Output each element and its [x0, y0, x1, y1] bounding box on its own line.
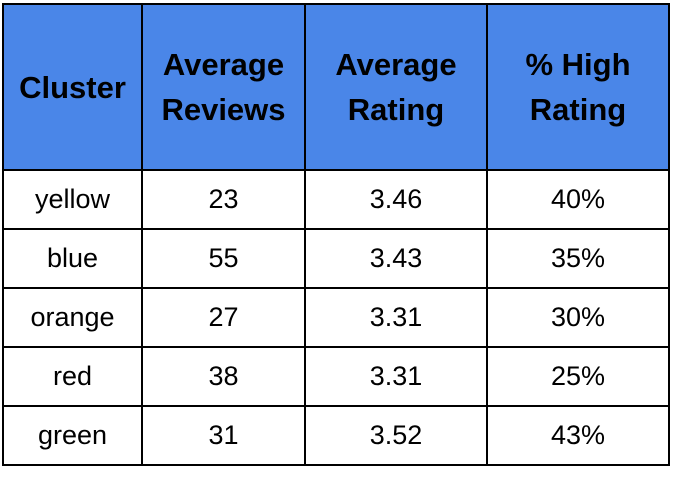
- header-percent-high-rating-line2: Rating: [529, 92, 627, 127]
- cell-percent-high-rating: 40%: [486, 169, 670, 230]
- cell-average-reviews: 55: [141, 228, 306, 289]
- cell-average-rating: 3.52: [304, 405, 488, 466]
- cell-average-reviews: 31: [141, 405, 306, 466]
- cell-percent-high-rating: 43%: [486, 405, 670, 466]
- table-row: blue 55 3.43 35%: [2, 228, 670, 289]
- cell-cluster: blue: [2, 228, 143, 289]
- cell-average-reviews: 38: [141, 346, 306, 407]
- cell-average-rating: 3.31: [304, 287, 488, 348]
- table-row: orange 27 3.31 30%: [2, 287, 670, 348]
- cell-average-rating: 3.43: [304, 228, 488, 289]
- header-average-rating-line1: Average: [335, 47, 457, 82]
- cell-average-reviews: 23: [141, 169, 306, 230]
- table-row: red 38 3.31 25%: [2, 346, 670, 407]
- cell-percent-high-rating: 35%: [486, 228, 670, 289]
- cell-cluster: yellow: [2, 169, 143, 230]
- header-average-rating-line2: Rating: [347, 92, 445, 127]
- cluster-summary-table: Cluster Average Reviews Average Rating % H…: [2, 3, 670, 466]
- cell-average-rating: 3.31: [304, 346, 488, 407]
- cell-percent-high-rating: 25%: [486, 346, 670, 407]
- table-row: green 31 3.52 43%: [2, 405, 670, 466]
- header-average-reviews: Average Reviews: [141, 3, 306, 171]
- header-percent-high-rating: % High Rating: [486, 3, 670, 171]
- cell-cluster: red: [2, 346, 143, 407]
- cell-percent-high-rating: 30%: [486, 287, 670, 348]
- header-average-rating: Average Rating: [304, 3, 488, 171]
- header-percent-high-rating-line1: % High: [525, 47, 631, 82]
- cell-cluster: orange: [2, 287, 143, 348]
- cell-average-rating: 3.46: [304, 169, 488, 230]
- cell-cluster: green: [2, 405, 143, 466]
- header-cluster: Cluster: [2, 3, 143, 171]
- header-row: Cluster Average Reviews Average Rating % H…: [2, 3, 670, 171]
- header-average-reviews-line1: Average: [162, 47, 285, 82]
- table-row: yellow 23 3.46 40%: [2, 169, 670, 230]
- header-cluster-label: Cluster: [19, 69, 126, 105]
- cell-average-reviews: 27: [141, 287, 306, 348]
- header-average-reviews-line2: Reviews: [161, 92, 286, 127]
